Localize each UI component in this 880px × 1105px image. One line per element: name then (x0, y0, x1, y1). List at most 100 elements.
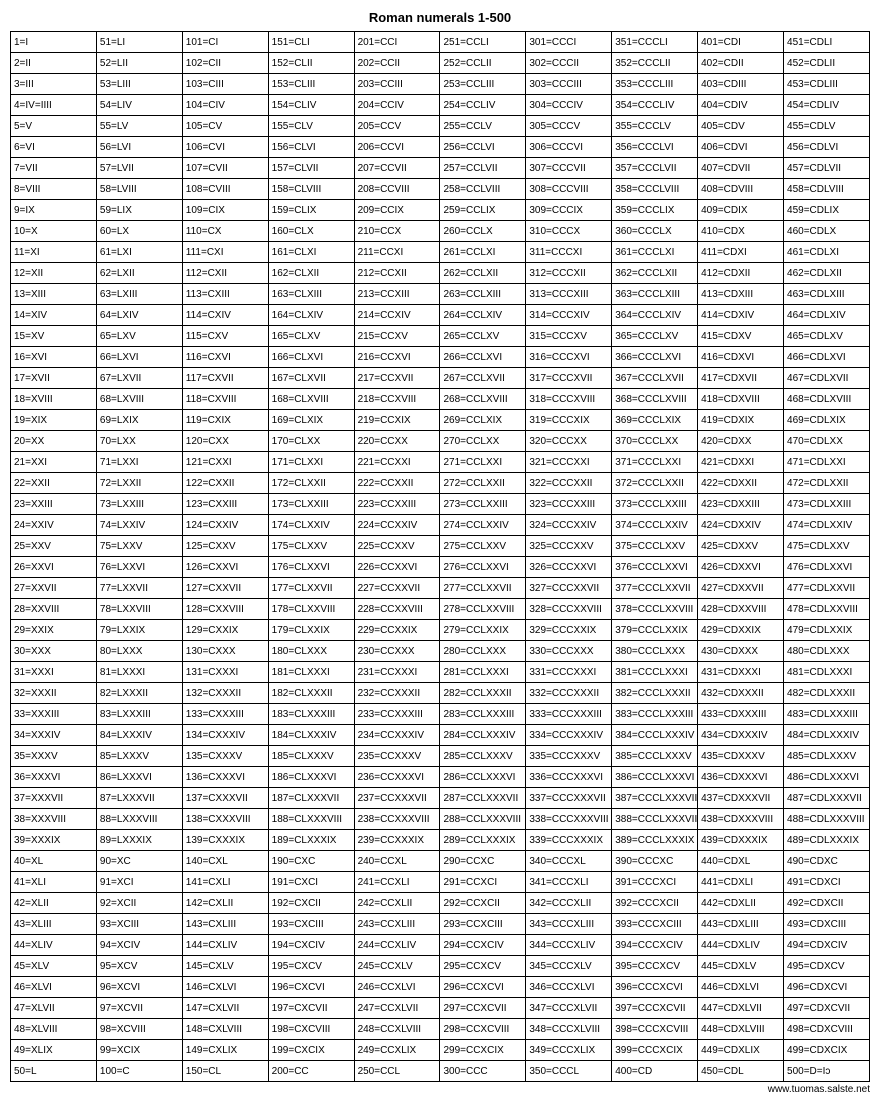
cell: 308=CCCVIII (526, 179, 612, 200)
cell: 13=XIII (11, 284, 97, 305)
cell: 61=LXI (96, 242, 182, 263)
cell: 83=LXXXIII (96, 704, 182, 725)
cell: 95=XCV (96, 956, 182, 977)
cell: 102=CII (182, 53, 268, 74)
cell: 410=CDX (698, 221, 784, 242)
cell: 247=CCXLVII (354, 998, 440, 1019)
cell: 254=CCLIV (440, 95, 526, 116)
cell: 394=CCCXCIV (612, 935, 698, 956)
cell: 311=CCCXI (526, 242, 612, 263)
cell: 218=CCXVIII (354, 389, 440, 410)
cell: 165=CLXV (268, 326, 354, 347)
cell: 145=CXLV (182, 956, 268, 977)
cell: 412=CDXII (698, 263, 784, 284)
cell: 41=XLI (11, 872, 97, 893)
cell: 44=XLIV (11, 935, 97, 956)
cell: 183=CLXXXIII (268, 704, 354, 725)
cell: 192=CXCII (268, 893, 354, 914)
cell: 475=CDLXXV (784, 536, 870, 557)
cell: 295=CCXCV (440, 956, 526, 977)
cell: 20=XX (11, 431, 97, 452)
cell: 26=XXVI (11, 557, 97, 578)
cell: 84=LXXXIV (96, 725, 182, 746)
cell: 359=CCCLIX (612, 200, 698, 221)
cell: 241=CCXLI (354, 872, 440, 893)
cell: 23=XXIII (11, 494, 97, 515)
cell: 376=CCCLXXVI (612, 557, 698, 578)
cell: 498=CDXCVIII (784, 1019, 870, 1040)
cell: 220=CCXX (354, 431, 440, 452)
cell: 323=CCCXXIII (526, 494, 612, 515)
cell: 9=IX (11, 200, 97, 221)
cell: 396=CCCXCVI (612, 977, 698, 998)
cell: 452=CDLII (784, 53, 870, 74)
cell: 43=XLIII (11, 914, 97, 935)
cell: 179=CLXXIX (268, 620, 354, 641)
cell: 476=CDLXXVI (784, 557, 870, 578)
cell: 365=CCCLXV (612, 326, 698, 347)
cell: 332=CCCXXXII (526, 683, 612, 704)
cell: 280=CCLXXX (440, 641, 526, 662)
cell: 294=CCXCIV (440, 935, 526, 956)
table-row: 38=XXXVIII88=LXXXVIII138=CXXXVIII188=CLX… (11, 809, 870, 830)
cell: 424=CDXXIV (698, 515, 784, 536)
cell: 341=CCCXLI (526, 872, 612, 893)
cell: 89=LXXXIX (96, 830, 182, 851)
cell: 419=CDXIX (698, 410, 784, 431)
cell: 343=CCCXLIII (526, 914, 612, 935)
cell: 177=CLXXVII (268, 578, 354, 599)
cell: 282=CCLXXXII (440, 683, 526, 704)
cell: 240=CCXL (354, 851, 440, 872)
cell: 158=CLVIII (268, 179, 354, 200)
cell: 109=CIX (182, 200, 268, 221)
cell: 362=CCCLXII (612, 263, 698, 284)
page-title: Roman numerals 1-500 (10, 10, 870, 25)
cell: 160=CLX (268, 221, 354, 242)
cell: 65=LXV (96, 326, 182, 347)
cell: 347=CCCXLVII (526, 998, 612, 1019)
cell: 202=CCII (354, 53, 440, 74)
cell: 449=CDXLIX (698, 1040, 784, 1061)
cell: 196=CXCVI (268, 977, 354, 998)
cell: 372=CCCLXXII (612, 473, 698, 494)
cell: 489=CDLXXXIX (784, 830, 870, 851)
cell: 289=CCLXXXIX (440, 830, 526, 851)
cell: 313=CCCXIII (526, 284, 612, 305)
cell: 415=CDXV (698, 326, 784, 347)
table-row: 50=L100=C150=CL200=CC250=CCL300=CCC350=C… (11, 1061, 870, 1082)
cell: 279=CCLXXIX (440, 620, 526, 641)
cell: 236=CCXXXVI (354, 767, 440, 788)
table-row: 24=XXIV74=LXXIV124=CXXIV174=CLXXIV224=CC… (11, 515, 870, 536)
cell: 90=XC (96, 851, 182, 872)
cell: 86=LXXXVI (96, 767, 182, 788)
cell: 66=LXVI (96, 347, 182, 368)
cell: 101=CI (182, 32, 268, 53)
cell: 465=CDLXV (784, 326, 870, 347)
table-row: 25=XXV75=LXXV125=CXXV175=CLXXV225=CCXXV2… (11, 536, 870, 557)
cell: 370=CCCLXX (612, 431, 698, 452)
cell: 150=CL (182, 1061, 268, 1082)
cell: 99=XCIX (96, 1040, 182, 1061)
cell: 339=CCCXXXIX (526, 830, 612, 851)
cell: 492=CDXCII (784, 893, 870, 914)
cell: 429=CDXXIX (698, 620, 784, 641)
cell: 132=CXXXII (182, 683, 268, 704)
table-row: 47=XLVII97=XCVII147=CXLVII197=CXCVII247=… (11, 998, 870, 1019)
cell: 390=CCCXC (612, 851, 698, 872)
cell: 208=CCVIII (354, 179, 440, 200)
cell: 189=CLXXXIX (268, 830, 354, 851)
cell: 344=CCCXLIV (526, 935, 612, 956)
cell: 117=CXVII (182, 368, 268, 389)
cell: 422=CDXXII (698, 473, 784, 494)
cell: 274=CCLXXIV (440, 515, 526, 536)
cell: 369=CCCLXIX (612, 410, 698, 431)
cell: 345=CCCXLV (526, 956, 612, 977)
table-row: 46=XLVI96=XCVI146=CXLVI196=CXCVI246=CCXL… (11, 977, 870, 998)
cell: 68=LXVIII (96, 389, 182, 410)
cell: 331=CCCXXXI (526, 662, 612, 683)
cell: 80=LXXX (96, 641, 182, 662)
cell: 201=CCI (354, 32, 440, 53)
cell: 437=CDXXXVII (698, 788, 784, 809)
cell: 305=CCCV (526, 116, 612, 137)
cell: 96=XCVI (96, 977, 182, 998)
